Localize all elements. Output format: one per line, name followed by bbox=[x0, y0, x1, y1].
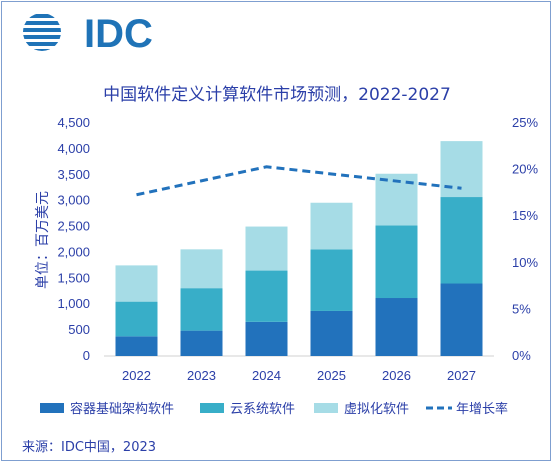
y2-tick-label: 20% bbox=[512, 162, 538, 177]
y-tick-label: 4,500 bbox=[57, 115, 90, 130]
y2-tick-label: 15% bbox=[512, 208, 538, 223]
bar-segment bbox=[375, 298, 418, 356]
legend-label: 容器基础架构软件 bbox=[70, 401, 174, 417]
bar-segment bbox=[245, 321, 288, 356]
chart-title: 中国软件定义计算软件市场预测，2022-2027 bbox=[103, 85, 451, 105]
legend-swatch bbox=[314, 403, 338, 413]
bar-segment bbox=[180, 330, 223, 356]
x-tick-label: 2027 bbox=[447, 368, 476, 383]
logo-text: IDC bbox=[84, 12, 153, 56]
bar-segment bbox=[115, 336, 158, 356]
x-tick-label: 2025 bbox=[317, 368, 346, 383]
y-tick-label: 4,000 bbox=[57, 141, 90, 156]
legend-label: 年增长率 bbox=[456, 401, 508, 417]
y2-tick-label: 10% bbox=[512, 255, 538, 270]
y-tick-label: 2,000 bbox=[57, 244, 90, 259]
bar-segment bbox=[440, 197, 483, 284]
idc-logo: IDC bbox=[22, 12, 162, 56]
y-tick-label: 3,000 bbox=[57, 193, 90, 208]
globe-icon bbox=[23, 14, 61, 51]
bar-segment bbox=[245, 270, 288, 322]
x-tick-label: 2026 bbox=[382, 368, 411, 383]
legend-label: 云系统软件 bbox=[230, 402, 295, 417]
y-tick-label: 3,500 bbox=[57, 167, 90, 182]
legend-label: 虚拟化软件 bbox=[344, 402, 409, 417]
bar-segment bbox=[115, 301, 158, 337]
bar-segment bbox=[115, 265, 158, 302]
bar-segment bbox=[440, 283, 483, 356]
bar-segment bbox=[310, 202, 353, 250]
legend-swatch bbox=[40, 403, 64, 413]
x-tick-label: 2024 bbox=[252, 368, 281, 383]
bar-segment bbox=[310, 249, 353, 311]
y-tick-label: 0 bbox=[83, 348, 90, 363]
growth-rate-line bbox=[136, 165, 462, 197]
bar-segment bbox=[245, 226, 288, 271]
y2-tick-label: 5% bbox=[512, 301, 531, 316]
source-note: 来源：IDC中国，2023 bbox=[22, 440, 157, 455]
bar-segment bbox=[440, 141, 483, 198]
y-tick-label: 1,000 bbox=[57, 296, 90, 311]
legend-swatch bbox=[200, 403, 224, 413]
bar-segment bbox=[180, 249, 223, 289]
x-tick-label: 2022 bbox=[122, 368, 151, 383]
y-tick-label: 500 bbox=[68, 322, 90, 337]
x-tick-label: 2023 bbox=[187, 368, 216, 383]
y-tick-label: 2,500 bbox=[57, 219, 90, 234]
y2-tick-label: 25% bbox=[512, 115, 538, 130]
bar-segment bbox=[180, 288, 223, 331]
y-tick-label: 1,500 bbox=[57, 270, 90, 285]
y2-tick-label: 0% bbox=[512, 348, 531, 363]
bar-segment bbox=[375, 225, 418, 299]
bar-segment bbox=[310, 310, 353, 356]
